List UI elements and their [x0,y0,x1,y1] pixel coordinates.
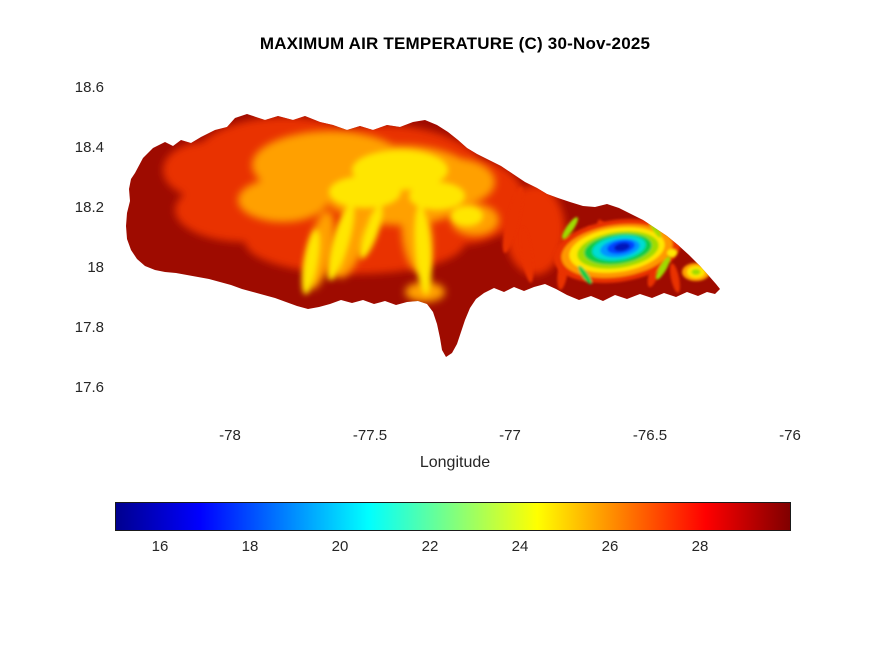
y-tick-label: 18.4 [74,139,104,156]
y-tick-label: 18.6 [74,79,104,96]
x-tick-label: -77.5 [352,427,388,444]
x-tick-label: -76 [779,427,801,444]
plot-area [115,70,795,425]
temperature-map [126,114,720,357]
y-tick-label: 18 [87,259,104,276]
colorbar-tick-label: 26 [601,538,619,555]
x-axis-label: Longitude [419,454,491,471]
colorbar-tick-label: 20 [331,538,349,555]
plot-title: MAXIMUM AIR TEMPERATURE (C) 30-Nov-2025 [259,34,651,53]
y-tick-label: 18.2 [74,199,104,216]
colorbar-tick-label: 28 [691,538,709,555]
east-cool-anomaly [553,217,681,285]
colorbar-tick-label: 22 [421,538,439,555]
yellow-band-layer [302,150,483,295]
x-tick-label: -76.5 [632,427,668,444]
east-tip-warm-pocket [682,263,710,281]
y-tick-label: 17.6 [74,379,104,396]
x-tick-label: -78 [219,427,241,444]
x-tick-label: -77 [499,427,521,444]
colorbar-tick-label: 24 [511,538,529,555]
colorbar-tick-label: 16 [151,538,169,555]
colorbar-tick-label: 18 [241,538,259,555]
colorbar [115,502,791,531]
y-tick-label: 17.8 [74,319,104,336]
